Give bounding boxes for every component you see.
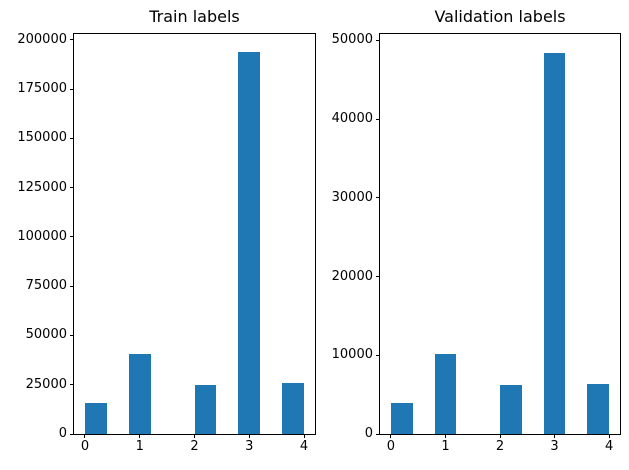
x-tick-mark <box>84 434 86 438</box>
bar-class-2 <box>500 385 522 434</box>
y-tick-mark <box>70 88 74 90</box>
y-tick-label: 50000 <box>25 327 67 343</box>
y-tick-label: 125000 <box>17 179 67 195</box>
bar-class-3 <box>238 51 261 434</box>
bar-class-2 <box>194 385 217 434</box>
y-tick-mark <box>70 187 74 189</box>
y-tick-mark <box>376 39 380 41</box>
y-tick-mark <box>70 334 74 336</box>
y-tick-label: 25000 <box>25 376 67 392</box>
x-tick-mark <box>608 434 610 438</box>
y-tick-label: 20000 <box>331 268 373 284</box>
bar-class-0 <box>84 403 107 434</box>
x-tick-label: 3 <box>550 439 559 454</box>
bar-class-0 <box>390 403 413 434</box>
x-tick-label: 4 <box>299 439 309 454</box>
y-tick-mark <box>376 197 380 199</box>
x-tick-mark <box>499 434 501 438</box>
x-tick-mark <box>139 434 141 438</box>
y-tick-mark <box>376 276 380 278</box>
y-tick-mark <box>376 354 380 356</box>
validation-plot-title: Validation labels <box>434 7 566 26</box>
x-tick-label: 1 <box>441 439 450 454</box>
validation-plot-axes: 0 1 2 3 4 0 10000 20000 30000 40000 50000 <box>332 33 621 454</box>
x-tick-label: 2 <box>495 439 505 454</box>
y-tick-mark <box>70 433 74 435</box>
y-tick-label: 0 <box>364 426 373 441</box>
y-tick-mark <box>70 39 74 41</box>
y-tick-label: 0 <box>58 426 67 441</box>
y-tick-mark <box>376 118 380 120</box>
y-tick-mark <box>376 433 380 435</box>
y-tick-label: 10000 <box>331 347 373 363</box>
x-tick-mark <box>390 434 392 438</box>
y-tick-label: 100000 <box>17 228 67 244</box>
x-tick-mark <box>194 434 195 438</box>
x-tick-mark <box>303 434 305 438</box>
y-tick-label: 200000 <box>17 31 67 47</box>
bar-class-4 <box>587 383 610 434</box>
train-plot-axes: 0 1 2 3 4 0 25000 50000 75000 100000 125000 150000 1… <box>17 32 316 454</box>
y-tick-mark <box>70 137 74 139</box>
x-tick-mark <box>554 434 556 438</box>
y-tick-mark <box>70 236 74 238</box>
y-tick-label: 75000 <box>25 278 67 294</box>
y-tick-label: 50000 <box>331 32 373 48</box>
y-tick-mark <box>70 285 74 287</box>
y-tick-mark <box>70 384 74 386</box>
train-plot-title: Train labels <box>149 7 240 26</box>
bar-class-3 <box>543 52 566 434</box>
x-tick-label: 4 <box>604 439 614 454</box>
y-tick-label: 30000 <box>331 189 373 205</box>
y-tick-label: 40000 <box>331 111 373 127</box>
x-tick-label: 0 <box>80 439 90 454</box>
x-tick-label: 0 <box>386 439 396 454</box>
x-tick-mark <box>248 434 250 438</box>
bar-class-1 <box>128 354 151 434</box>
x-tick-mark <box>444 434 446 438</box>
x-tick-label: 1 <box>135 439 144 454</box>
x-tick-label: 2 <box>190 439 199 454</box>
y-tick-label: 175000 <box>17 81 67 97</box>
x-tick-label: 3 <box>245 439 254 454</box>
bar-class-1 <box>434 354 457 434</box>
y-tick-label: 150000 <box>17 130 67 146</box>
bar-class-4 <box>282 382 305 434</box>
